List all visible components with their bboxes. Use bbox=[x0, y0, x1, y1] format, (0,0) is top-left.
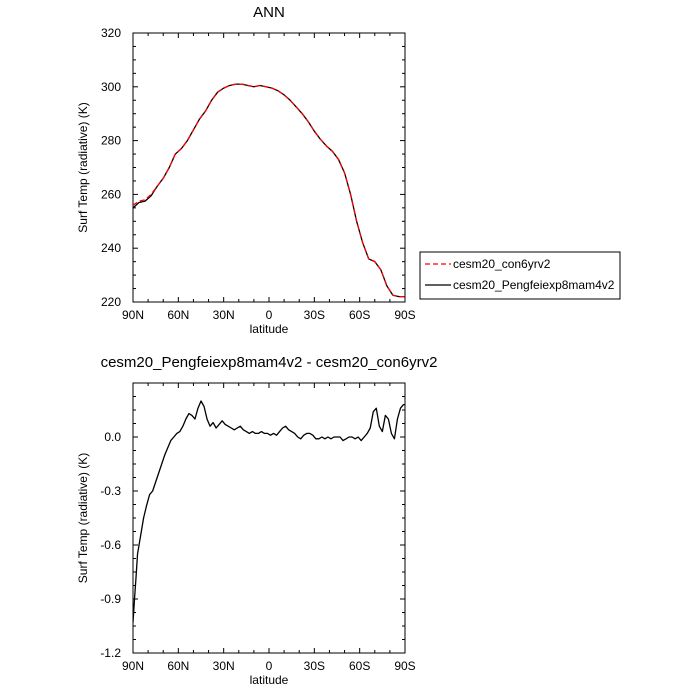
top-x-tick-label: 0 bbox=[266, 308, 273, 322]
legend-label-1: cesm20_Pengfeiexp8mam4v2 bbox=[453, 278, 615, 292]
bottom-x-tick-label: 30S bbox=[304, 659, 325, 673]
bottom-x-tick-label: 60N bbox=[167, 659, 189, 673]
bottom-y-axis-title: Surf Temp (radiative) (K) bbox=[76, 453, 90, 583]
top-x-tick-label: 90S bbox=[394, 308, 415, 322]
top-plot-frame bbox=[132, 32, 406, 303]
bottom-y-tick-label: 0.0 bbox=[104, 430, 121, 444]
bottom-x-tick-label: 60S bbox=[349, 659, 370, 673]
bottom-x-tick-label: 0 bbox=[266, 659, 273, 673]
top-y-tick-label: 280 bbox=[101, 134, 121, 148]
bottom-y-tick-label: -1.2 bbox=[100, 646, 121, 660]
top-x-tick-label: 60S bbox=[349, 308, 370, 322]
top-x-tick-label: 60N bbox=[167, 308, 189, 322]
top-y-tick-label: 240 bbox=[101, 241, 121, 255]
top-x-tick-label: 30S bbox=[304, 308, 325, 322]
bottom-series-line-0 bbox=[133, 400, 405, 623]
bottom-x-axis-title: latitude bbox=[250, 673, 289, 687]
top-y-tick-label: 220 bbox=[101, 295, 121, 309]
top-x-axis-title: latitude bbox=[250, 322, 289, 336]
bottom-x-tick-label: 90N bbox=[122, 659, 144, 673]
top-x-tick-label: 30N bbox=[213, 308, 235, 322]
top-y-axis-title: Surf Temp (radiative) (K) bbox=[76, 102, 90, 232]
bottom-y-tick-label: -0.9 bbox=[100, 592, 121, 606]
legend-box bbox=[419, 251, 621, 300]
top-chart-title: ANN bbox=[253, 4, 285, 21]
top-series-line-0 bbox=[133, 83, 405, 298]
bottom-y-tick-label: -0.3 bbox=[100, 484, 121, 498]
bottom-plot-frame bbox=[132, 382, 406, 654]
bottom-y-tick-label: -0.6 bbox=[100, 538, 121, 552]
bottom-chart-title: cesm20_Pengfeiexp8mam4v2 - cesm20_con6yr… bbox=[101, 354, 438, 371]
top-y-tick-label: 300 bbox=[101, 80, 121, 94]
legend-label-0: cesm20_con6yrv2 bbox=[453, 257, 551, 271]
top-x-tick-label: 90N bbox=[122, 308, 144, 322]
bottom-x-tick-label: 90S bbox=[394, 659, 415, 673]
top-series-line-1 bbox=[133, 83, 405, 298]
bottom-x-tick-label: 30N bbox=[213, 659, 235, 673]
top-y-tick-label: 260 bbox=[101, 187, 121, 201]
top-y-tick-label: 320 bbox=[101, 26, 121, 40]
